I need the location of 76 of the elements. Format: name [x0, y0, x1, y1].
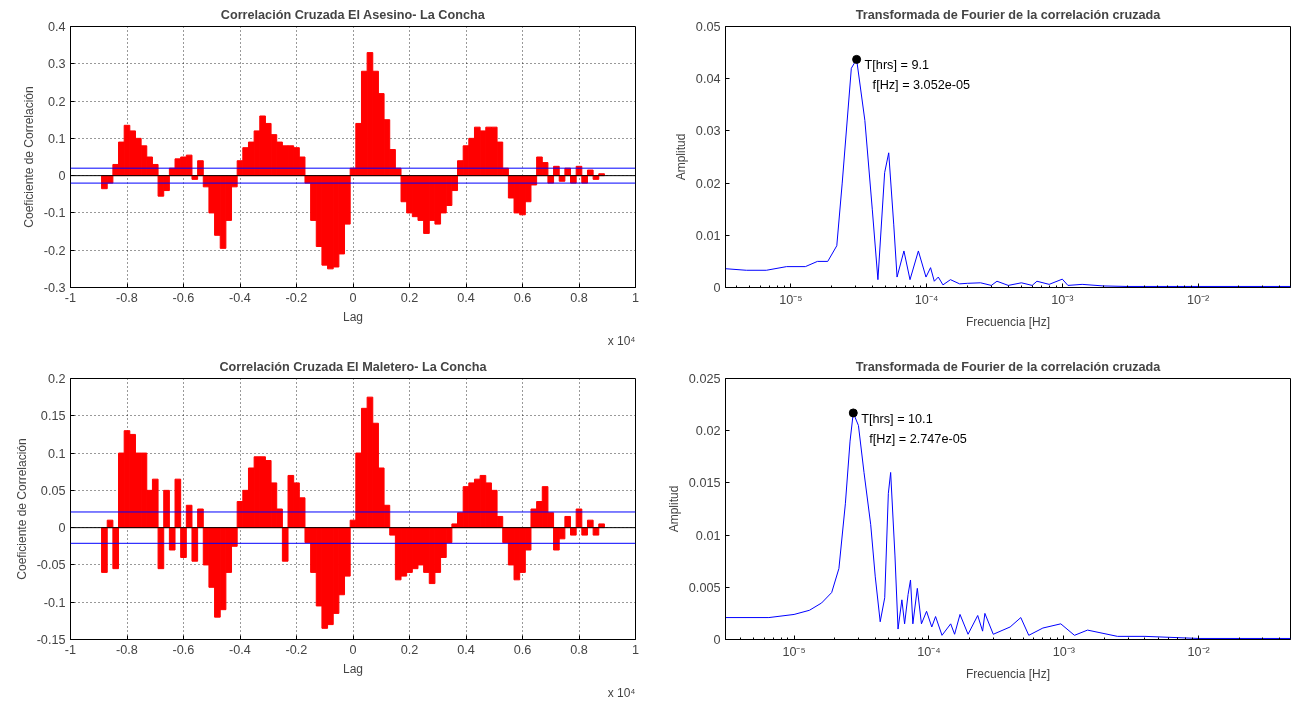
x-tick-label: 0.4: [457, 290, 475, 305]
y-tick-label: 0.02: [695, 176, 721, 191]
y-axis-title: Coeficiente de Correlación: [14, 438, 29, 580]
y-tick-label: 0.01: [695, 228, 721, 243]
y-tick-label: 0.1: [47, 131, 66, 146]
x-tick-label: 0: [349, 290, 357, 305]
x-tick-label: 10⁻²: [1186, 292, 1210, 307]
text: x 10⁴: [607, 685, 636, 700]
x-tick-label: 0: [349, 642, 357, 657]
x-tick-label: 10⁻³: [1051, 292, 1074, 307]
x-tick-label: -0.6: [172, 642, 195, 657]
y-tick-label: -0.2: [43, 243, 66, 258]
annotation: f[Hz] = 3.052e-05: [872, 78, 971, 93]
x-tick-label: 10⁻⁵: [782, 644, 806, 659]
x-tick-label: 0.8: [570, 290, 588, 305]
x-tick-label: 0.6: [513, 290, 532, 305]
y-axis-title: Amplitud: [673, 133, 688, 181]
y-tick-label: 0.02: [695, 424, 721, 439]
x-tick-label: 1: [631, 290, 640, 305]
y-tick-label: 0.2: [47, 94, 66, 109]
x-tick-label: 10⁻⁴: [914, 292, 939, 307]
x-tick-label: 0.6: [513, 642, 532, 657]
chart-title: Transformada de Fourier de la correlación cruzada: [855, 7, 1162, 22]
x-tick-label: 0.2: [400, 290, 419, 305]
x-tick-label: 10⁻⁴: [917, 644, 941, 659]
y-tick-label: 0.05: [695, 20, 721, 34]
y-tick-label: -0.1: [43, 206, 66, 221]
x-tick-label: -0.2: [285, 642, 308, 657]
annotation: f[Hz] = 2.747e-05: [869, 431, 967, 446]
y-tick-label: 0.15: [40, 409, 66, 424]
x-tick-label: 0.8: [570, 642, 588, 657]
x-tick-label: 10⁻²: [1187, 644, 1210, 659]
x-tick-label: 10⁻⁵: [779, 292, 803, 307]
chart-title: Transformada de Fourier de la correlación cruzada: [855, 359, 1162, 374]
chart-title: Correlación Cruzada El Asesino- La Concha: [220, 7, 486, 22]
y-tick-label: 0: [58, 169, 66, 184]
x-axis-title: Lag: [342, 309, 364, 324]
y-tick-label: 0.2: [47, 372, 66, 386]
y-tick-label: 0.005: [688, 580, 721, 595]
x-tick-label: 1: [631, 642, 640, 657]
x-tick-label: 10⁻³: [1052, 644, 1075, 659]
x-tick-label: -0.8: [116, 642, 138, 657]
y-axis-title: Amplitud: [666, 485, 681, 533]
annotation: T[hrs] = 9.1: [864, 58, 929, 73]
x-tick-label: 0.2: [400, 642, 419, 657]
annotation: T[hrs] = 10.1: [861, 411, 933, 426]
y-tick-label: -0.1: [43, 595, 66, 610]
y-tick-label: 0.015: [688, 476, 721, 491]
y-tick-label: 0.4: [47, 20, 66, 34]
x-tick-label: -0.8: [116, 290, 138, 305]
x-tick-label: 0.4: [457, 642, 475, 657]
chart-title: Correlación Cruzada El Maletero- La Concha: [219, 359, 488, 374]
y-tick-label: 0.3: [47, 57, 66, 72]
x-tick-label: -0.4: [229, 642, 251, 657]
y-tick-label: 0: [58, 521, 66, 536]
x-axis-title: Frecuencia [Hz]: [965, 314, 1051, 329]
y-tick-label: -0.15: [36, 633, 66, 647]
y-tick-label: -0.3: [43, 281, 66, 295]
y-tick-label: 0.1: [47, 446, 66, 461]
x-axis-title: Frecuencia [Hz]: [965, 666, 1051, 681]
y-tick-label: 0.025: [688, 372, 721, 386]
y-tick-label: 0.03: [695, 124, 721, 139]
x-axis-title: Lag: [342, 661, 364, 676]
y-tick-label: -0.05: [36, 558, 66, 573]
y-tick-label: 0: [713, 281, 721, 295]
y-tick-label: 0: [713, 633, 721, 647]
y-tick-label: 0.01: [695, 528, 721, 543]
y-tick-label: 0.04: [695, 72, 721, 87]
x-tick-label: -0.6: [172, 290, 195, 305]
x-tick-label: -0.4: [229, 290, 251, 305]
text: x 10⁴: [607, 333, 636, 348]
x-tick-label: -0.2: [285, 290, 308, 305]
x-tick-label: -1: [64, 642, 77, 657]
y-tick-label: 0.05: [40, 483, 66, 498]
y-axis-title: Coeficiente de Correlación: [21, 86, 36, 228]
x-tick-label: -1: [64, 290, 77, 305]
